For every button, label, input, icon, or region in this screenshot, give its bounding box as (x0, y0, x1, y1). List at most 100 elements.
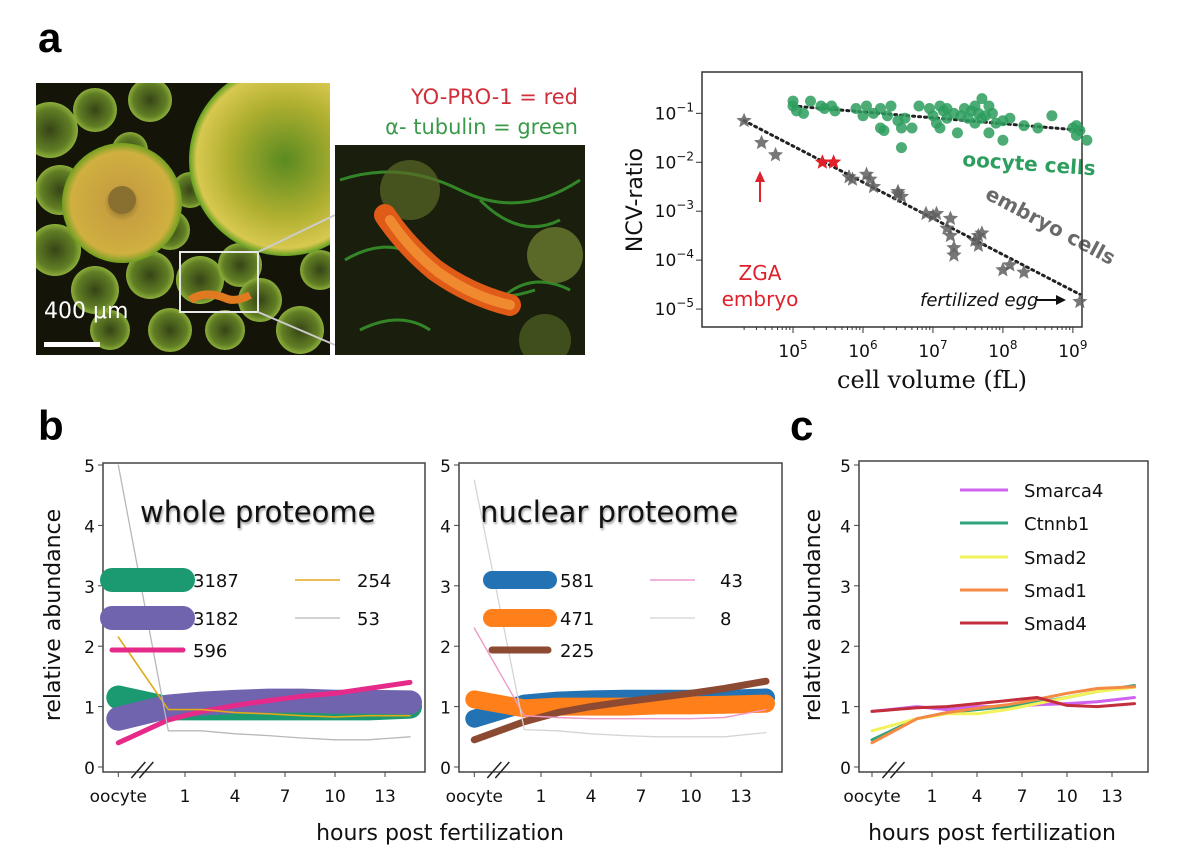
y-tick-label: 0 (840, 759, 851, 779)
embryo-point (1002, 257, 1018, 272)
nuclear-proteome-title: nuclear proteome (480, 495, 738, 529)
x-tick-label: 7 (636, 787, 647, 807)
y-tick-label: 10−4 (655, 247, 694, 271)
oocyte-point (860, 100, 872, 112)
embryo-point (767, 146, 784, 162)
oocyte-point (850, 102, 862, 114)
x-tick-label: 13 (374, 787, 396, 807)
embryo-point (946, 239, 962, 255)
embryo-point (928, 205, 945, 221)
embryo-point (890, 186, 906, 201)
y-tick-label: 2 (440, 638, 451, 658)
x-tick-label: 4 (972, 787, 983, 807)
legend-label: 596 (193, 641, 227, 662)
plot-frame (858, 460, 1149, 773)
x-tick-label: 108 (988, 338, 1017, 362)
line-chart-nuclear: 0 1 2 3 4 5 oocyte 1 4 7 10 13 581 471 225 43 8 (440, 457, 783, 807)
x-tick-label: 7 (280, 787, 291, 807)
micrograph-inset (335, 145, 585, 355)
series-line-ctnnb1 (870, 684, 1136, 742)
y-tick-label: 1 (840, 699, 851, 719)
oocyte-point (899, 112, 911, 124)
oocyte-point (874, 102, 886, 114)
legend-label: Smad2 (1024, 548, 1087, 569)
oocyte-point (983, 127, 995, 139)
legend-label: Ctnnb1 (1024, 514, 1089, 535)
oocyte-point (1018, 120, 1030, 132)
legend-label: 53 (357, 609, 380, 630)
x-tick-label: 109 (1058, 338, 1087, 362)
oocyte-point (1081, 134, 1093, 146)
ncv-ylabel: NCV-ratio (623, 148, 648, 252)
oocyte-point (798, 107, 810, 119)
oocyte-point (885, 100, 897, 112)
zga-label-embryo: embryo (722, 287, 799, 311)
y-tick-label: 5 (440, 457, 451, 477)
oocyte-point (997, 134, 1009, 146)
y-tick-label: 4 (84, 517, 95, 537)
plot-frame (701, 71, 1083, 328)
embryo-cells-label: embryo cells (982, 181, 1120, 269)
y-tick-label: 1 (440, 699, 451, 719)
y-tick-label: 3 (84, 578, 95, 598)
legend-label: Smarca4 (1024, 481, 1103, 502)
b-ylabel: relative abundance (41, 509, 66, 721)
y-tick-label: 2 (84, 638, 95, 658)
y-tick-label: 0 (84, 759, 95, 779)
embryo-point (942, 227, 959, 243)
legend-label: 225 (560, 641, 594, 662)
embryo-point (1072, 293, 1088, 309)
oocyte-point (805, 95, 817, 107)
line-chart-whole: 0 1 2 3 4 5 oocyte 1 4 7 10 13 3187 3182 596 254 53 (84, 457, 426, 807)
embryo-point (942, 210, 959, 225)
panel-label-c: c (790, 402, 813, 449)
y-tick-label: 3 (440, 578, 451, 598)
embryo-point (995, 261, 1011, 277)
x-tick-label: oocyte (843, 787, 900, 807)
y-tick-label: 0 (440, 759, 451, 779)
axis-break-mark (486, 761, 510, 779)
c-xlabel: hours post fertilization (868, 821, 1116, 846)
zga-label: ZGA (739, 261, 782, 285)
legend-label: 3182 (193, 609, 239, 630)
legend-label: 3187 (193, 571, 239, 592)
oocyte-point (1070, 120, 1082, 132)
y-tick-label: 10−5 (655, 296, 694, 320)
y-tick-label: 4 (840, 517, 851, 537)
oocyte-point (881, 110, 893, 122)
embryo-point (974, 225, 990, 240)
c-ylabel: relative abundance (801, 509, 826, 721)
y-tick-label: 2 (840, 638, 851, 658)
oocyte-point (934, 122, 946, 134)
y-tick-label: 10−2 (655, 149, 694, 173)
legend-label: 581 (560, 571, 594, 592)
oocyte-point (1032, 122, 1044, 134)
stain-label-red: YO-PRO-1 = red (410, 85, 578, 109)
oocyte-point (895, 142, 907, 154)
oocyte-point (895, 122, 907, 134)
line-chart-genes: 0 1 2 3 4 5 oocyte 1 4 7 10 13 Smarca4 Ctnnb1 Smad2 Sma… (840, 457, 1149, 807)
x-tick-label: 107 (918, 338, 947, 362)
oocyte-cells-label: oocyte cells (962, 147, 1097, 180)
y-tick-label: 5 (840, 457, 851, 477)
x-tick-label: 7 (1017, 787, 1028, 807)
series-line-53 (117, 464, 411, 741)
y-tick-label: 1 (84, 699, 95, 719)
series-line-8 (473, 479, 767, 738)
x-tick-label: 1 (927, 787, 938, 807)
embryo-point (1016, 264, 1032, 279)
legend-label: 43 (720, 571, 743, 592)
oocyte-point (976, 93, 988, 105)
y-tick-label: 4 (440, 517, 451, 537)
series-line-225 (470, 677, 770, 744)
axis-break-mark (130, 761, 154, 779)
oocyte-point (1004, 112, 1016, 124)
series-line-smad1 (870, 685, 1136, 745)
y-tick-label: 3 (840, 578, 851, 598)
micrograph-overview: 400 μm (36, 83, 330, 355)
x-tick-label: 13 (730, 787, 752, 807)
y-tick-label: 10−1 (655, 100, 694, 124)
legend-label: 8 (720, 609, 731, 630)
oocyte-point (878, 124, 890, 136)
zga-embryo-point (814, 154, 830, 169)
